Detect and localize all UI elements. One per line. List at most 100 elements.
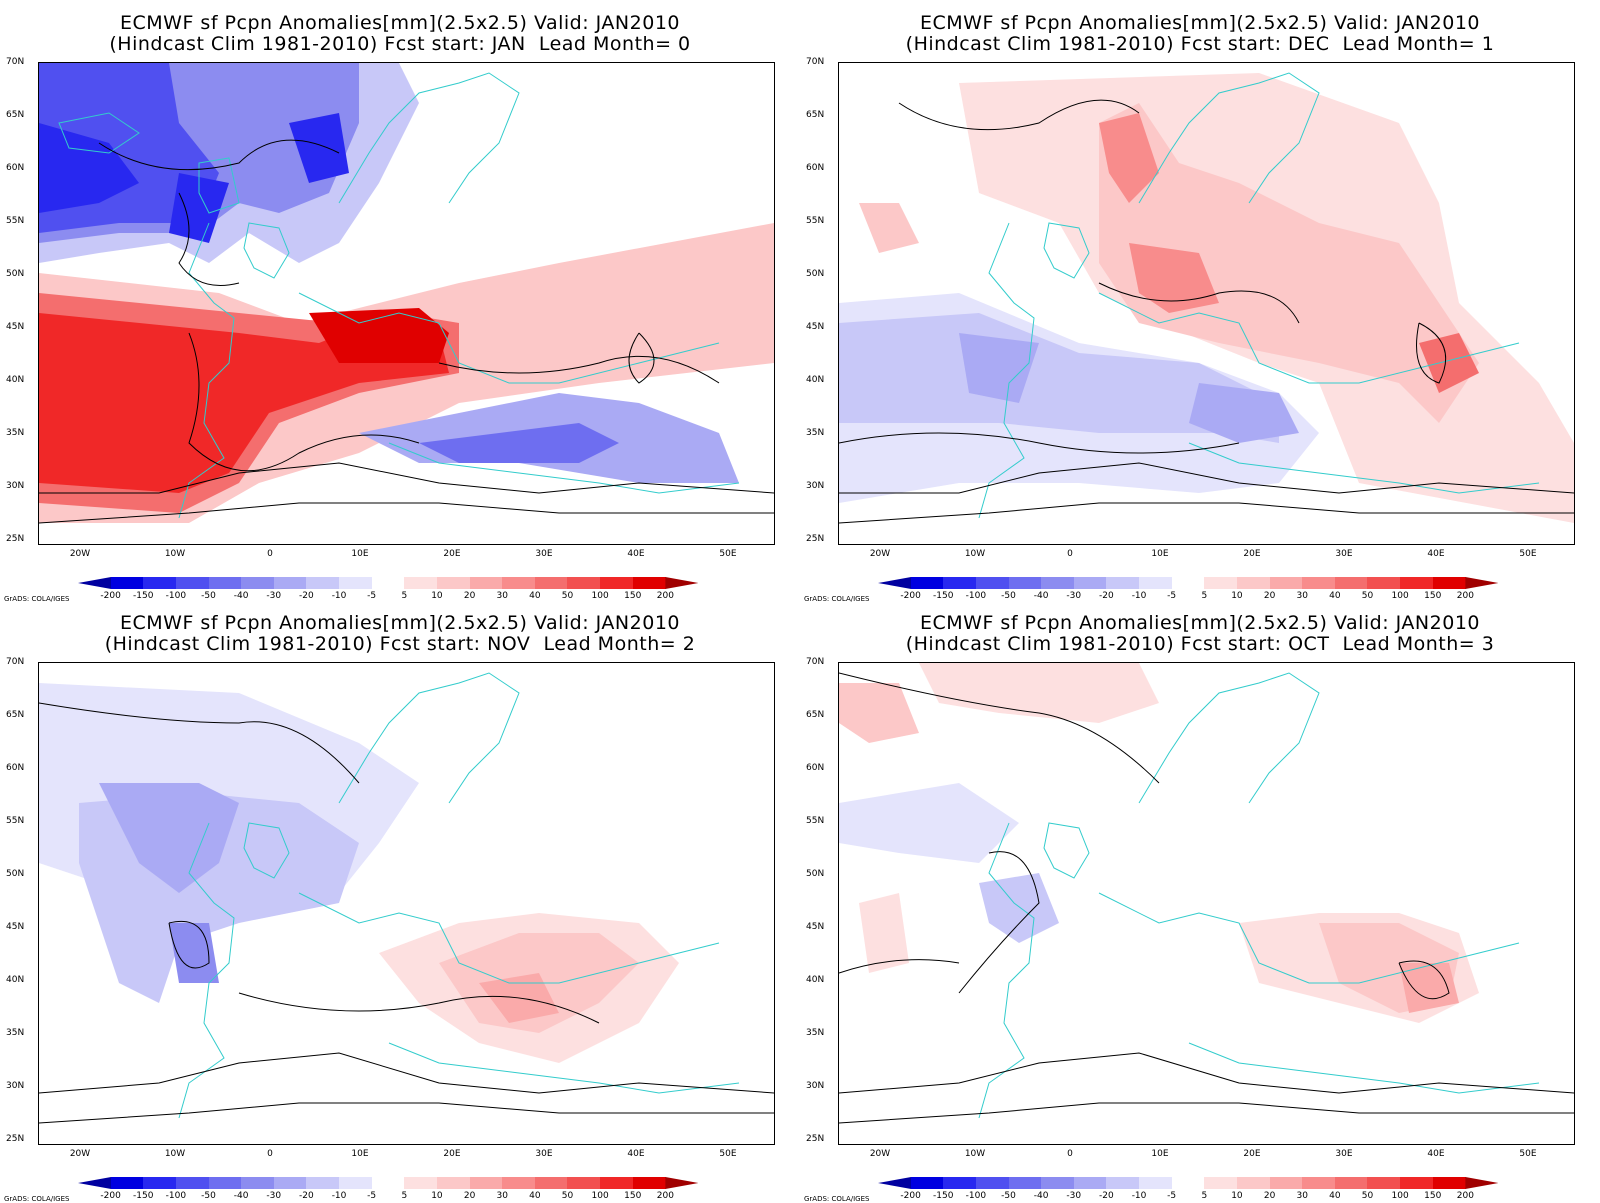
- colorbar-tick-label: 200: [656, 591, 674, 601]
- colorbar-tick-label: 50: [1361, 1191, 1374, 1201]
- colorbar-tick-label: 10: [1231, 1191, 1243, 1201]
- colorbar-swatch: [502, 577, 536, 589]
- colorbar-tick-label: 10: [431, 1191, 443, 1201]
- colorbar-tick-label: -150: [133, 1191, 154, 1201]
- colorbar-tick-label: 40: [529, 1191, 541, 1201]
- colorbar-tick-label: 50: [1361, 591, 1374, 601]
- lon-label: 10W: [964, 549, 986, 559]
- lat-label: 30N: [6, 481, 25, 491]
- lat-label: 60N: [6, 763, 25, 773]
- colorbar-swatch: [371, 577, 405, 589]
- lon-label: 20E: [1243, 549, 1261, 559]
- panel-lead-2: ECMWF sf Pcpn Anomalies[mm](2.5x2.5) Val…: [0, 600, 800, 1203]
- lon-label: 20E: [443, 1149, 461, 1159]
- colorbar-swatch: [1139, 577, 1173, 589]
- colorbar-swatch: [632, 1177, 666, 1189]
- colorbar-swatch: [241, 577, 275, 589]
- lat-label: 25N: [806, 534, 825, 544]
- colorbar-swatch: [1041, 577, 1075, 589]
- lon-label: 10W: [164, 549, 186, 559]
- colorbar-tick-label: 30: [496, 1191, 508, 1201]
- colorbar-tick-label: -100: [965, 591, 987, 601]
- colorbar: [878, 1177, 1499, 1189]
- lat-label: 70N: [6, 657, 25, 667]
- colorbar-swatch: [943, 577, 977, 589]
- lat-label: 35N: [6, 428, 25, 438]
- colorbar-tick-label: -200: [900, 591, 921, 601]
- colorbar-swatch: [878, 577, 912, 589]
- colorbar-swatch: [1171, 1177, 1205, 1189]
- colorbar-swatch: [1106, 1177, 1140, 1189]
- colorbar-tick-label: -50: [1001, 1191, 1016, 1201]
- colorbar-swatch: [208, 1177, 242, 1189]
- lat-label: 35N: [806, 1028, 825, 1038]
- grads-credit: GrADS: COLA/IGES: [804, 1195, 870, 1203]
- colorbar-swatch: [371, 1177, 405, 1189]
- panel-title-line1: ECMWF sf Pcpn Anomalies[mm](2.5x2.5) Val…: [920, 612, 1480, 634]
- colorbar-swatch: [1465, 577, 1499, 589]
- colorbar-tick-label: 10: [1231, 591, 1243, 601]
- lon-label: 20W: [69, 1149, 91, 1159]
- colorbar-tick-label: 40: [529, 591, 541, 601]
- colorbar-tick-label: 50: [561, 591, 574, 601]
- grads-credit: GrADS: COLA/IGES: [804, 595, 870, 603]
- lat-label: 55N: [806, 816, 825, 826]
- colorbar-swatch: [208, 577, 242, 589]
- lon-label: 20W: [869, 549, 891, 559]
- colorbar-tick-label: 200: [1456, 1191, 1474, 1201]
- colorbar-swatch: [534, 577, 568, 589]
- lat-label: 50N: [806, 269, 825, 279]
- lat-label: 35N: [6, 1028, 25, 1038]
- colorbar-swatch: [1400, 1177, 1434, 1189]
- lon-label: 0: [267, 1149, 273, 1159]
- lon-label: 50E: [719, 549, 737, 559]
- colorbar-swatch: [306, 577, 340, 589]
- colorbar-swatch: [339, 1177, 373, 1189]
- panel-title-line1: ECMWF sf Pcpn Anomalies[mm](2.5x2.5) Val…: [920, 12, 1480, 34]
- colorbar-tick-label: 20: [1263, 1191, 1276, 1201]
- colorbar-swatch: [273, 1177, 307, 1189]
- colorbar-swatch: [502, 1177, 536, 1189]
- lat-label: 40N: [6, 975, 25, 985]
- colorbar-swatch: [1269, 1177, 1303, 1189]
- lat-label: 60N: [6, 163, 25, 173]
- colorbar-swatch: [78, 577, 112, 589]
- colorbar-tick-label: -50: [201, 1191, 216, 1201]
- panel-title-line2: (Hindcast Clim 1981-2010) Fcst start: JA…: [109, 33, 691, 55]
- colorbar-tick-label: -150: [933, 591, 954, 601]
- colorbar-swatch: [1302, 1177, 1336, 1189]
- colorbar-swatch: [1041, 1177, 1075, 1189]
- colorbar-swatch: [175, 577, 210, 589]
- colorbar-tick-label: -40: [1033, 591, 1049, 601]
- lon-label: 20W: [869, 1149, 891, 1159]
- colorbar-swatch: [632, 577, 666, 589]
- colorbar-tick-label: -20: [1099, 1191, 1114, 1201]
- colorbar-tick-label: -30: [1066, 591, 1082, 601]
- colorbar-swatch: [1171, 577, 1205, 589]
- colorbar-tick-label: -100: [165, 1191, 187, 1201]
- lon-label: 20E: [443, 549, 461, 559]
- colorbar-swatch: [306, 1177, 340, 1189]
- colorbar-swatch: [534, 1177, 568, 1189]
- lat-label: 30N: [806, 1081, 825, 1091]
- lon-label: 10E: [351, 1149, 369, 1159]
- lat-label: 55N: [806, 216, 825, 226]
- lon-label: 40E: [1427, 1149, 1445, 1159]
- lon-label: 10E: [1151, 549, 1169, 559]
- lat-label: 40N: [6, 375, 25, 385]
- colorbar-swatch: [469, 577, 503, 589]
- colorbar-tick-label: -200: [100, 591, 121, 601]
- colorbar-tick-label: 5: [1201, 591, 1208, 601]
- colorbar-tick-label: 40: [1329, 1191, 1341, 1201]
- colorbar-tick-label: -100: [165, 591, 187, 601]
- colorbar-tick-label: 200: [1456, 591, 1474, 601]
- anomaly-map: [838, 62, 1575, 545]
- colorbar-swatch: [1465, 1177, 1499, 1189]
- colorbar-swatch: [1204, 1177, 1238, 1189]
- colorbar-swatch: [1204, 577, 1238, 589]
- colorbar-tick-label: 150: [1424, 1191, 1442, 1201]
- colorbar: [78, 577, 699, 589]
- panel-title-line2: (Hindcast Clim 1981-2010) Fcst start: DE…: [905, 33, 1495, 55]
- colorbar-swatch: [404, 1177, 438, 1189]
- colorbar-swatch: [404, 577, 438, 589]
